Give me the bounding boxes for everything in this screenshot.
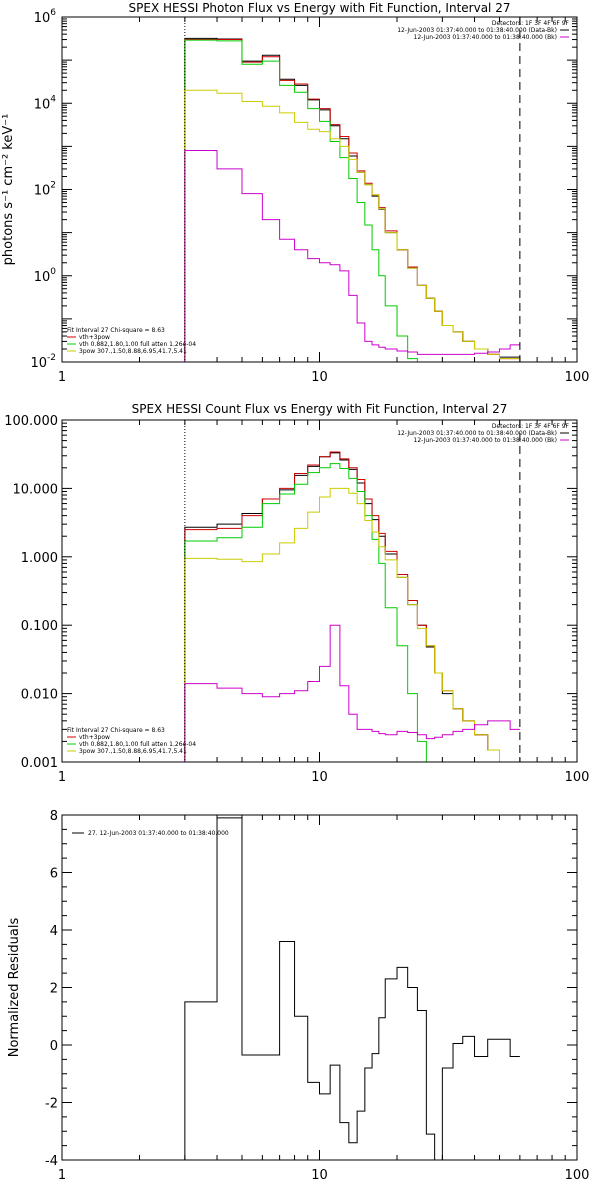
y-tick-label: 100.000 [4,414,58,429]
chart-panel-2: SPEX HESSI Count Flux vs Energy with Fit… [4,402,589,785]
legend-left-label: vth+3pow [79,334,110,341]
x-tick-label: 100 [565,370,590,385]
y-tick-label: 0.010 [21,688,58,703]
series-vth [184,39,418,362]
series-data-bk [184,452,500,762]
x-tick-label: 1 [58,770,66,785]
series-bk [184,624,520,762]
series-vth [184,463,427,762]
series-bk [184,150,520,362]
y-tick-label: 10-2 [30,353,56,371]
plot-frame [61,419,578,763]
x-tick-label: 100 [565,1168,590,1183]
y-axis-label: Normalized Residuals [7,918,22,1058]
fit-info: Fit Interval 27 Chi-square = 8.63 [67,727,165,734]
y-tick-label: 0.001 [21,756,58,771]
series-group [184,817,520,1160]
y-tick-label: 1.000 [21,551,58,566]
series-group [184,37,520,362]
legend-left-label: 3pow 307.,1.50,8.88,6.95,41.7,5.41 [79,348,187,355]
legend-right-label: 12-Jun-2003 01:37:40.000 to 01:38:40.000… [397,430,557,437]
x-tick-label: 10 [311,1168,328,1183]
y-tick-label: 100 [34,267,57,285]
series-total-fit [184,451,500,762]
plot-frame [61,16,578,363]
series-3pow [184,89,520,362]
series-total-fit [184,39,520,362]
y-tick-label: 4 [50,924,58,939]
detectors-label: Detectors: 1F 3F 4F 6F 9F [492,423,570,430]
y-axis-label: photons s⁻¹ cm⁻² keV⁻¹ [1,114,16,266]
series-residuals [184,817,520,1160]
x-tick-label: 1 [58,1168,66,1183]
y-tick-label: 0 [50,1039,58,1054]
legend-right-label: 12-Jun-2003 01:37:40.000 to 01:38:40.000… [397,27,557,34]
y-tick-label: 6 [50,867,58,882]
y-tick-label: 2 [50,982,58,997]
legend-right-label: 12-Jun-2003 01:37:40.000 to 01:38:40.000… [414,437,557,444]
legend-left-label: vth 0.882,1.80,1.00 full atten 1.26e-04 [79,341,196,348]
series-group [184,451,520,762]
y-tick-label: 104 [34,94,57,112]
chart-title: SPEX HESSI Count Flux vs Energy with Fit… [132,402,508,416]
x-tick-label: 10 [311,370,328,385]
y-tick-label: 8 [50,809,58,824]
detectors-label: Detectors: 1F 3F 4F 6F 9F [492,20,570,27]
x-tick-label: 10 [311,770,328,785]
chart-title: SPEX HESSI Photon Flux vs Energy with Fi… [129,1,511,15]
legend-top-label: 27. 12-Jun-2003 01:37:40.000 to 01:38:40… [88,830,229,837]
y-tick-label: 10.000 [13,482,59,497]
legend-left-label: 3pow 307.,1.50,8.88,6.95,41.7,5.41 [79,748,187,755]
y-tick-label: 102 [34,181,56,199]
x-tick-label: 1 [58,370,66,385]
fit-info: Fit Interval 27 Chi-square = 8.63 [67,327,165,334]
chart-panel-3: Normalized Residuals 1 10 100 -4 -2 0 2 4 6 8 27. 1… [7,809,589,1183]
chart-panel-1: SPEX HESSI Photon Flux vs Energy with Fi… [1,1,589,385]
y-tick-label: 106 [34,8,57,26]
series-3pow [184,487,500,762]
legend-left-label: vth 0.882,1.80,1.00 full atten 1.26e-04 [79,741,196,748]
series-data-bk [184,37,520,362]
y-tick-label: 0.100 [21,619,58,634]
legend-left-label: vth+3pow [79,734,110,741]
y-tick-label: -4 [45,1154,58,1169]
legend-right-label: 12-Jun-2003 01:37:40.000 to 01:38:40.000… [414,34,557,41]
plot-frame [61,814,578,1161]
x-tick-label: 100 [565,770,590,785]
y-tick-label: -2 [45,1097,58,1112]
